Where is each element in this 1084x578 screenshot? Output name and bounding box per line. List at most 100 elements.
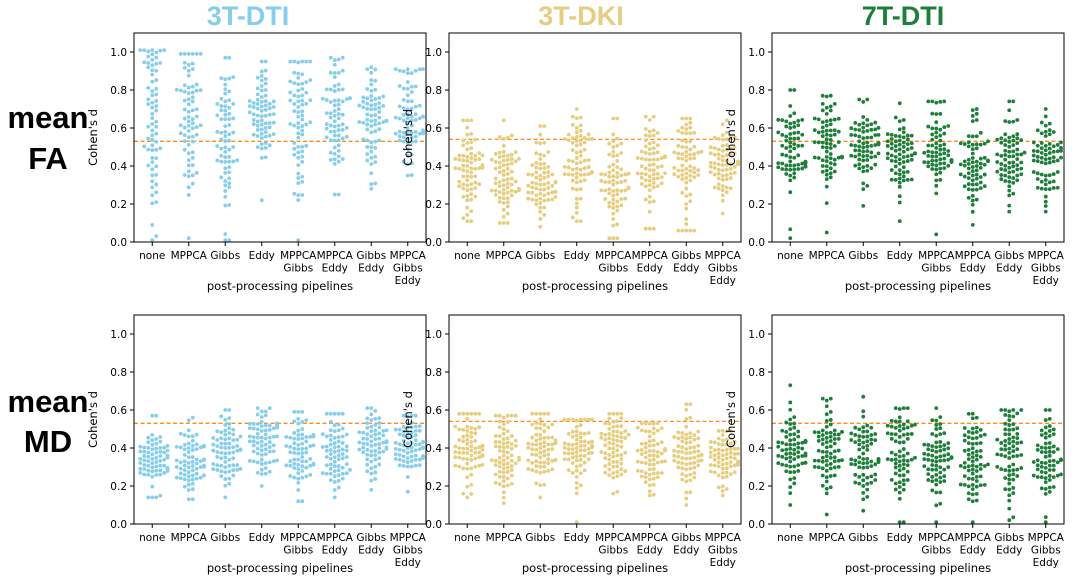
data-point	[684, 432, 689, 437]
data-point	[901, 487, 906, 492]
data-point	[223, 183, 228, 188]
data-point	[267, 101, 272, 106]
data-point	[397, 457, 402, 462]
y-axis-label: Cohen's d	[724, 109, 738, 166]
data-point	[497, 200, 502, 204]
data-point	[876, 151, 881, 156]
data-point	[708, 445, 713, 450]
data-point	[724, 167, 729, 172]
data-point	[413, 413, 418, 418]
data-point	[897, 134, 902, 139]
data-point	[696, 168, 701, 173]
data-point	[219, 159, 224, 164]
x-tick-label: Gibbs	[283, 263, 313, 275]
data-point	[219, 469, 224, 474]
data-point	[728, 162, 733, 167]
x-tick-label: Eddy	[887, 250, 913, 262]
x-tick-label: Eddy	[673, 545, 699, 557]
data-point	[401, 439, 406, 443]
data-point	[373, 457, 378, 462]
data-point	[150, 465, 155, 470]
data-point	[413, 453, 418, 458]
data-point	[186, 428, 191, 433]
data-point	[812, 128, 817, 133]
data-point	[832, 132, 837, 137]
data-point	[974, 197, 979, 202]
data-point	[728, 472, 733, 477]
data-point	[865, 465, 870, 470]
data-point	[259, 104, 264, 109]
data-point	[336, 148, 341, 153]
data-point	[393, 446, 398, 451]
data-point	[1051, 475, 1056, 480]
data-point	[146, 65, 151, 70]
data-point	[1043, 152, 1048, 157]
data-point	[255, 123, 260, 128]
data-point	[308, 98, 313, 103]
data-point	[530, 411, 535, 416]
data-point	[186, 441, 191, 446]
data-point	[970, 113, 975, 118]
data-point	[938, 448, 943, 453]
data-point	[828, 152, 833, 156]
data-point	[405, 489, 410, 494]
data-point	[647, 117, 652, 122]
data-point	[1047, 459, 1052, 464]
data-point	[938, 161, 943, 166]
data-point	[792, 464, 797, 469]
data-point	[1051, 444, 1056, 449]
data-point	[223, 238, 228, 243]
data-point	[405, 414, 410, 419]
data-point	[223, 82, 228, 87]
data-point	[501, 221, 506, 225]
data-point	[546, 469, 551, 473]
data-point	[849, 438, 854, 442]
data-point	[1051, 149, 1056, 154]
data-point	[340, 434, 345, 439]
data-point	[732, 440, 737, 444]
data-point	[803, 438, 808, 443]
data-point	[828, 455, 833, 460]
x-tick-label: MPPCA	[171, 532, 208, 544]
data-point	[966, 457, 971, 462]
data-point	[405, 80, 410, 84]
data-point	[223, 417, 228, 422]
x-tick-label: MPPCA	[595, 532, 632, 544]
data-point	[824, 468, 829, 473]
data-point	[728, 176, 733, 180]
data-point	[901, 165, 906, 170]
data-point	[1051, 155, 1056, 160]
data-point	[643, 166, 648, 171]
data-point	[893, 144, 898, 148]
data-point	[832, 128, 837, 133]
data-point	[926, 472, 931, 477]
data-point	[901, 140, 906, 145]
data-point	[401, 464, 406, 468]
data-point	[1047, 434, 1052, 438]
data-point	[684, 436, 689, 441]
data-point	[542, 213, 547, 217]
data-point	[566, 451, 571, 456]
data-point	[720, 438, 725, 443]
data-point	[534, 481, 539, 486]
y-tick-label: 0.2	[425, 481, 442, 493]
data-point	[788, 442, 793, 447]
data-point	[672, 448, 677, 453]
x-tick-label: Eddy	[249, 532, 275, 544]
data-point	[1043, 114, 1048, 119]
data-point	[202, 463, 206, 468]
data-point	[893, 406, 898, 410]
data-point	[461, 216, 466, 221]
data-point	[635, 459, 640, 464]
x-tick-label: MPPCA	[918, 250, 955, 262]
x-tick-label: MPPCA	[809, 250, 846, 262]
data-point	[720, 198, 725, 203]
data-point	[223, 91, 228, 96]
data-point	[578, 149, 583, 154]
data-point	[1047, 416, 1052, 421]
data-point	[332, 411, 337, 416]
data-point	[938, 444, 943, 449]
data-point	[861, 204, 866, 208]
data-point	[154, 119, 159, 124]
data-point	[215, 468, 220, 472]
